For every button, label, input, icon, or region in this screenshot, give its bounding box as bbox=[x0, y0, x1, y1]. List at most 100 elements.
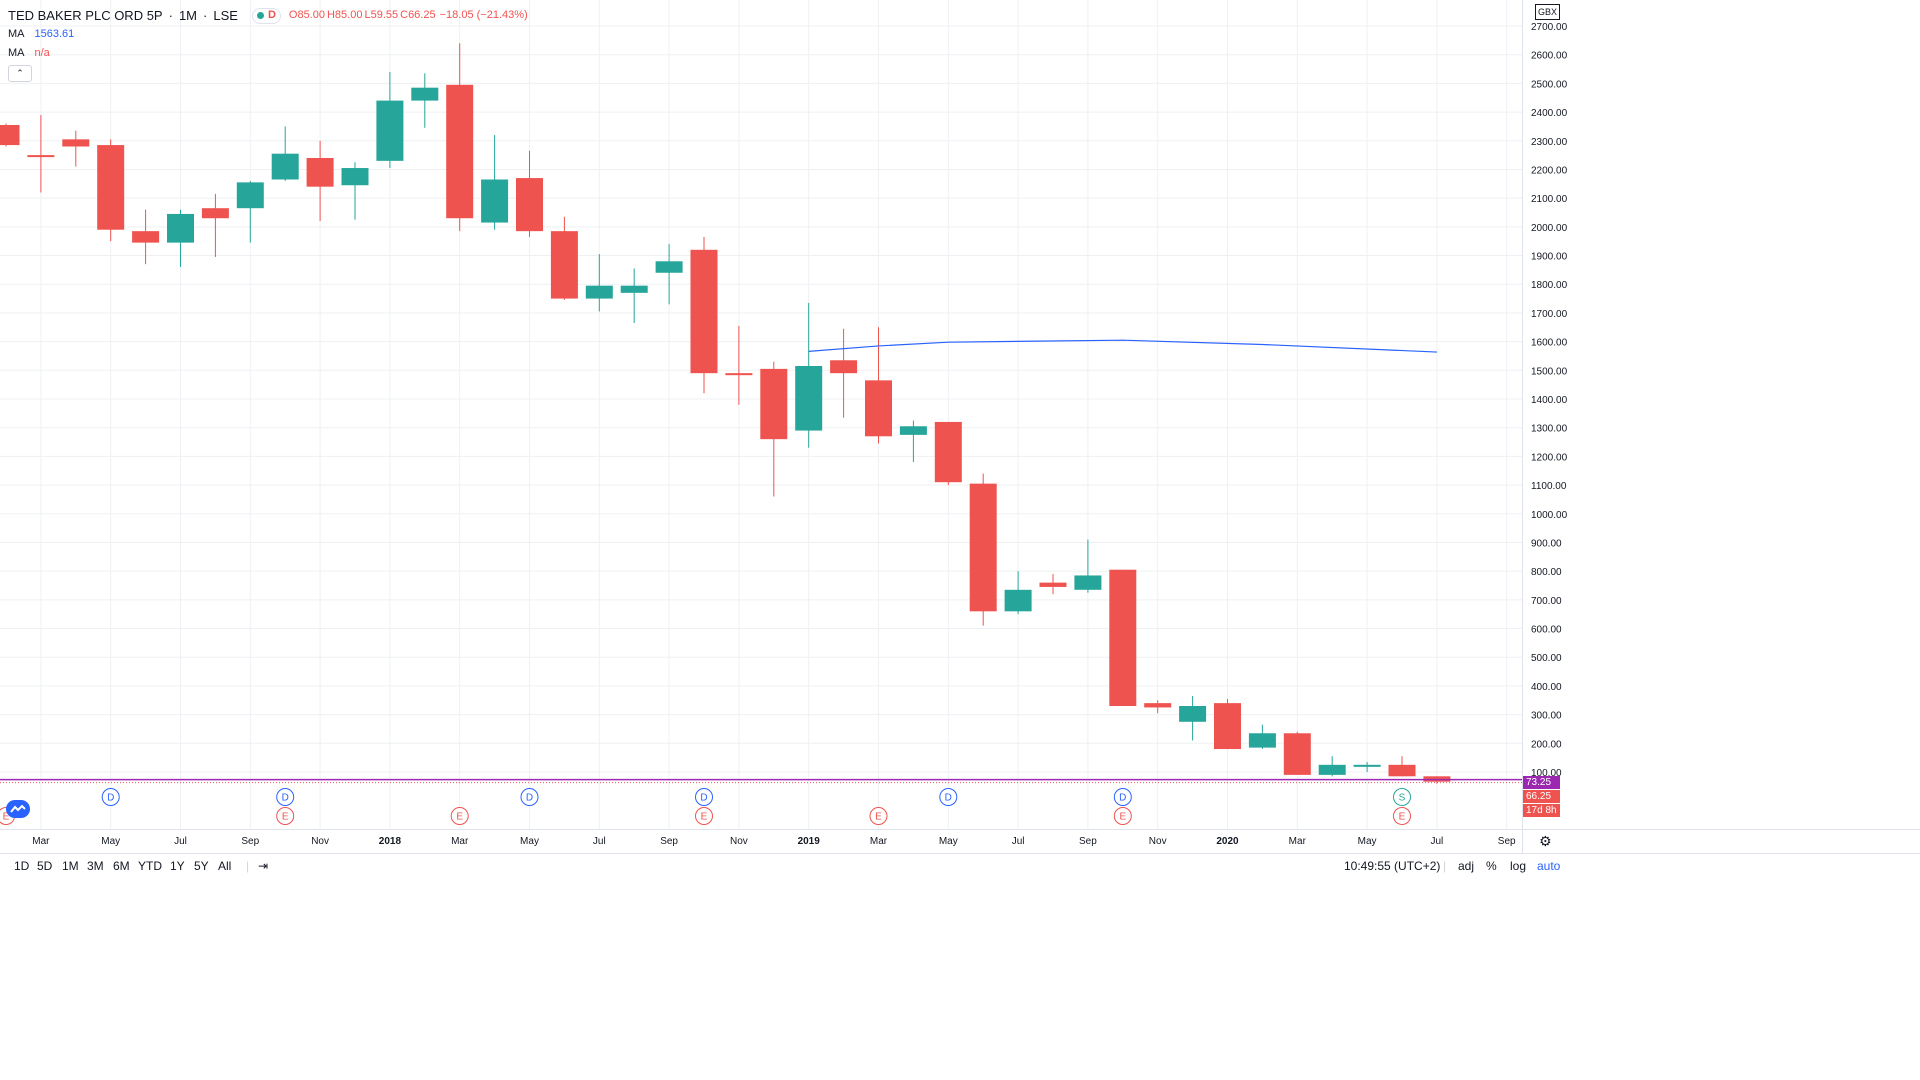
time-tick-label: Sep bbox=[1079, 836, 1097, 847]
down-candle bbox=[62, 130, 90, 167]
currency-label[interactable]: GBX bbox=[1535, 4, 1560, 20]
log-button[interactable]: log bbox=[1510, 859, 1527, 873]
down-candle bbox=[1283, 731, 1311, 775]
ma1-value: 1563.61 bbox=[34, 28, 75, 40]
event-marker-s[interactable]: S bbox=[1393, 788, 1411, 806]
price-tick-label: 800.00 bbox=[1531, 567, 1562, 578]
down-candle bbox=[1214, 698, 1241, 750]
candle-body bbox=[795, 366, 823, 431]
candle-body bbox=[411, 87, 439, 101]
event-marker-label: E bbox=[3, 812, 10, 823]
price-tick-label: 400.00 bbox=[1531, 682, 1562, 693]
auto-button[interactable]: auto bbox=[1537, 859, 1561, 873]
up-candle bbox=[236, 180, 264, 243]
candle-body bbox=[376, 100, 404, 161]
price-tick-label: 1600.00 bbox=[1531, 338, 1568, 349]
toolbar-divider: | bbox=[1443, 859, 1447, 873]
up-candle bbox=[899, 420, 927, 463]
timeframe-1y[interactable]: 1Y bbox=[170, 859, 185, 873]
event-marker-d[interactable]: D bbox=[939, 788, 958, 806]
ma2-row[interactable]: MA n/a bbox=[8, 44, 528, 63]
candle-body bbox=[1004, 589, 1032, 612]
event-marker-circle bbox=[101, 788, 120, 806]
symbol-row: TED BAKER PLC ORD 5P · 1M · LSE D O85.00… bbox=[8, 6, 528, 25]
candle-body bbox=[655, 261, 683, 273]
down-candle bbox=[934, 421, 962, 486]
event-marker-circle bbox=[695, 788, 713, 806]
event-marker-e[interactable]: E bbox=[450, 807, 469, 825]
candle-body bbox=[1179, 706, 1207, 722]
down-candle bbox=[865, 327, 892, 444]
candle-body bbox=[550, 231, 578, 299]
event-marker-e[interactable]: E bbox=[1113, 807, 1132, 825]
down-candle bbox=[1039, 574, 1067, 595]
candle-body bbox=[969, 483, 997, 612]
candle-body bbox=[1318, 764, 1346, 775]
ma2-value: n/a bbox=[34, 47, 50, 59]
adj-button[interactable]: adj bbox=[1458, 859, 1475, 873]
timeframe-6m[interactable]: 6M bbox=[113, 859, 130, 873]
symbol-title[interactable]: TED BAKER PLC ORD 5P bbox=[8, 8, 163, 23]
candle-body bbox=[0, 124, 20, 146]
price-tick-label: 900.00 bbox=[1531, 538, 1562, 549]
candle-body bbox=[725, 373, 753, 376]
collapse-legend-button[interactable]: ⌃ bbox=[8, 65, 32, 82]
event-marker-e[interactable]: E bbox=[695, 807, 713, 825]
event-marker-label: D bbox=[107, 793, 114, 804]
event-marker-d[interactable]: D bbox=[101, 788, 120, 806]
up-candle bbox=[620, 268, 648, 323]
event-marker-circle bbox=[276, 788, 295, 806]
goto-date-icon[interactable]: ⇥ bbox=[258, 859, 269, 873]
candle-body bbox=[1283, 733, 1311, 775]
timezone-clock[interactable]: 10:49:55 (UTC+2) bbox=[1344, 859, 1441, 873]
down-candle bbox=[969, 473, 997, 626]
candle-body bbox=[1214, 703, 1241, 750]
timeframe-all[interactable]: All bbox=[218, 859, 232, 873]
event-marker-d[interactable]: D bbox=[1113, 788, 1132, 806]
close-price-tag: 66.25 bbox=[1523, 790, 1560, 803]
candle-body bbox=[62, 139, 90, 147]
price-tick-label: 1400.00 bbox=[1531, 395, 1568, 406]
event-marker-d[interactable]: D bbox=[276, 788, 295, 806]
candle-body bbox=[1074, 575, 1102, 590]
timeframe-5y[interactable]: 5Y bbox=[194, 859, 209, 873]
event-marker-circle bbox=[695, 807, 713, 825]
price-tick-label: 200.00 bbox=[1531, 739, 1562, 750]
event-marker-e[interactable]: E bbox=[1393, 807, 1411, 825]
price-tick-label: 300.00 bbox=[1531, 711, 1562, 722]
market-status-badge[interactable]: D bbox=[251, 7, 281, 24]
tradingview-logo-icon[interactable] bbox=[6, 800, 30, 818]
candle-body bbox=[271, 153, 299, 180]
timeframe-1d[interactable]: 1D bbox=[14, 859, 30, 873]
event-marker-d[interactable]: D bbox=[695, 788, 713, 806]
price-tick-label: 1800.00 bbox=[1531, 280, 1568, 291]
event-marker-label: D bbox=[700, 793, 707, 804]
gear-icon[interactable]: ⚙ bbox=[1539, 833, 1552, 849]
event-marker-e[interactable]: E bbox=[276, 807, 295, 825]
candle-body bbox=[830, 360, 858, 374]
time-tick-label: Nov bbox=[311, 836, 329, 847]
timeframe-3m[interactable]: 3M bbox=[87, 859, 104, 873]
event-marker-label: E bbox=[282, 812, 289, 823]
interval-label[interactable]: 1M bbox=[178, 8, 198, 23]
candle-body bbox=[899, 426, 927, 435]
time-tick-label: Jul bbox=[593, 836, 606, 847]
candle-body bbox=[167, 213, 194, 243]
timeframe-ytd[interactable]: YTD bbox=[138, 859, 162, 873]
time-tick-label: May bbox=[1358, 836, 1377, 847]
percent-button[interactable]: % bbox=[1486, 859, 1497, 873]
candle-body bbox=[236, 182, 264, 209]
event-marker-e[interactable]: E bbox=[869, 807, 888, 825]
event-marker-d[interactable]: D bbox=[520, 788, 539, 806]
price-tick-label: 2500.00 bbox=[1531, 79, 1568, 90]
timeframe-5d[interactable]: 5D bbox=[37, 859, 53, 873]
candle-body bbox=[585, 285, 613, 299]
ma1-label: MA bbox=[8, 28, 25, 40]
event-marker-label: E bbox=[701, 812, 708, 823]
timeframe-1m[interactable]: 1M bbox=[62, 859, 79, 873]
ma1-row[interactable]: MA 1563.61 bbox=[8, 25, 528, 44]
price-tick-label: 1300.00 bbox=[1531, 424, 1568, 435]
legend-separator: · bbox=[203, 8, 208, 23]
time-tick-label: Mar bbox=[451, 836, 469, 847]
